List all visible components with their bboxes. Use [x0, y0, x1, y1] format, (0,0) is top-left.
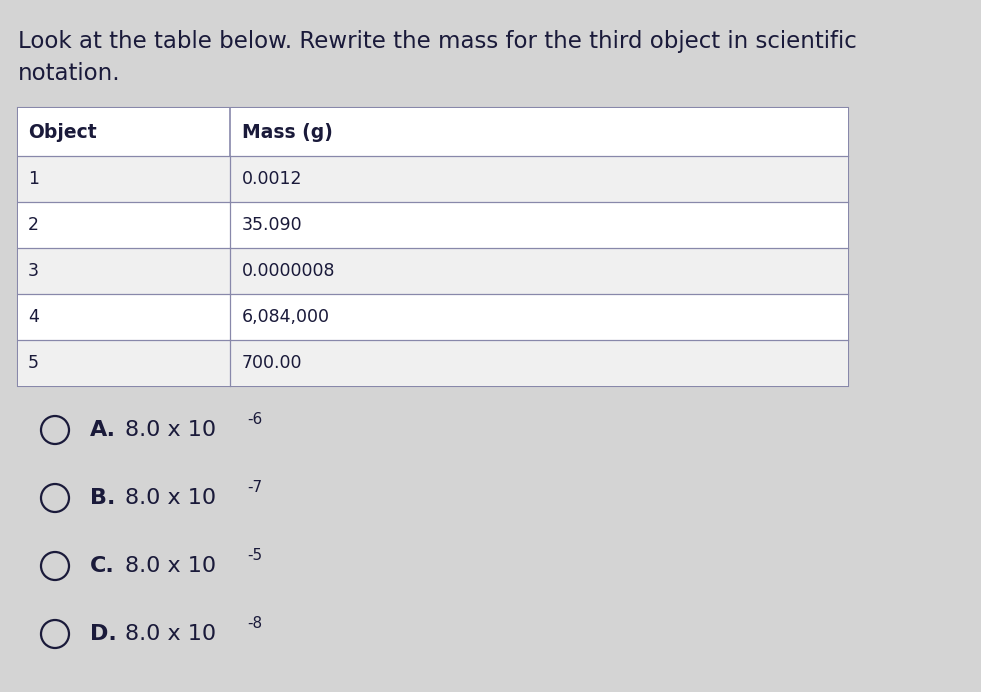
Bar: [18, 340, 848, 386]
Text: C.: C.: [90, 556, 115, 576]
Text: notation.: notation.: [18, 62, 121, 85]
Bar: [18, 202, 848, 248]
Text: 4: 4: [28, 308, 39, 326]
Text: -6: -6: [247, 412, 262, 428]
Text: 8.0 x 10: 8.0 x 10: [125, 488, 216, 508]
Text: 8.0 x 10: 8.0 x 10: [125, 420, 216, 440]
Text: 5: 5: [28, 354, 39, 372]
Bar: [18, 156, 848, 202]
Text: 35.090: 35.090: [241, 216, 302, 234]
Text: 8.0 x 10: 8.0 x 10: [125, 556, 216, 576]
Text: A.: A.: [90, 420, 116, 440]
Bar: [18, 108, 848, 156]
Text: 3: 3: [28, 262, 39, 280]
Text: -7: -7: [247, 480, 262, 495]
Text: Look at the table below. Rewrite the mass for the third object in scientific: Look at the table below. Rewrite the mas…: [18, 30, 856, 53]
Text: Object: Object: [28, 122, 96, 141]
Text: 2: 2: [28, 216, 39, 234]
Text: 1: 1: [28, 170, 39, 188]
Text: B.: B.: [90, 488, 116, 508]
Bar: [18, 294, 848, 340]
Text: 0.0000008: 0.0000008: [241, 262, 336, 280]
Bar: [18, 248, 848, 294]
Text: Mass (g): Mass (g): [241, 122, 333, 141]
Text: 6,084,000: 6,084,000: [241, 308, 330, 326]
Text: 0.0012: 0.0012: [241, 170, 302, 188]
Text: 8.0 x 10: 8.0 x 10: [125, 624, 216, 644]
Text: 700.00: 700.00: [241, 354, 302, 372]
Bar: [18, 108, 848, 386]
Text: -8: -8: [247, 617, 262, 632]
Text: D.: D.: [90, 624, 117, 644]
Text: -5: -5: [247, 549, 262, 563]
